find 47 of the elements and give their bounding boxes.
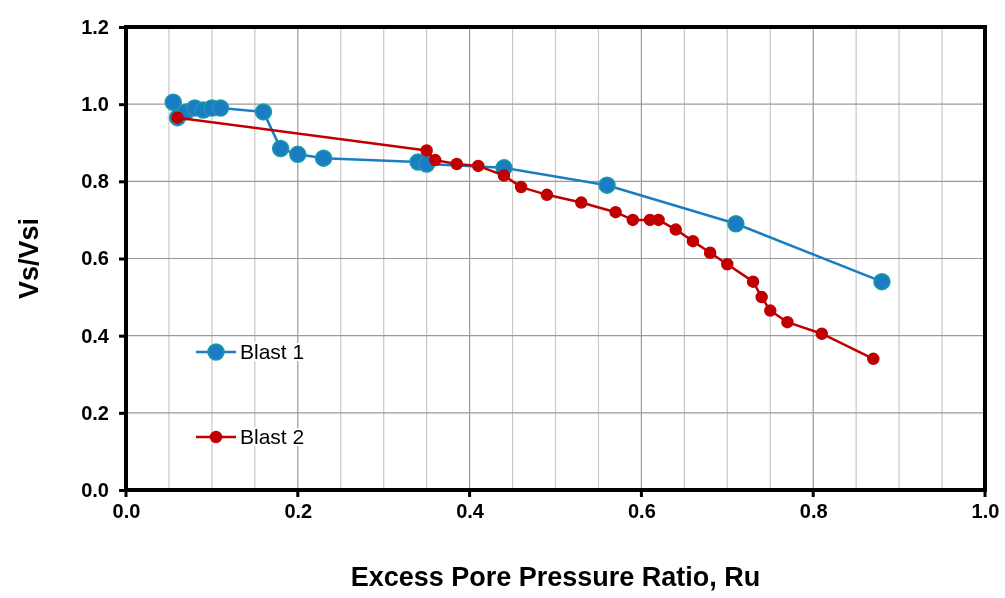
point (686, 234, 700, 248)
legend-label: Blast 1 (240, 340, 305, 363)
point (211, 99, 230, 117)
point (575, 196, 588, 209)
y-tick-label: 0.0 (81, 478, 109, 501)
point (721, 258, 734, 271)
point (609, 205, 622, 219)
point (755, 290, 768, 304)
point (867, 352, 880, 366)
y-tick-label: 1.2 (81, 15, 109, 38)
point (514, 180, 528, 194)
point (497, 169, 511, 182)
point (289, 145, 307, 164)
point (164, 93, 182, 111)
x-tick-label: 0.0 (112, 500, 141, 523)
y-tick-label: 0.6 (81, 247, 109, 270)
point (764, 304, 777, 317)
point (314, 149, 333, 167)
y-tick-label: 0.8 (81, 170, 109, 193)
y-tick-label: 1.0 (81, 93, 109, 116)
y-tick-label: 0.2 (81, 401, 109, 424)
point (471, 159, 485, 173)
point (420, 144, 433, 157)
point (626, 213, 640, 227)
y-axis-title: Vs/Vsi (14, 217, 44, 300)
x-axis-title: Excess Pore Pressure Ratio, Ru (350, 562, 761, 592)
point (428, 153, 442, 167)
point (781, 315, 794, 329)
point (254, 103, 273, 121)
point (271, 139, 290, 158)
point (873, 272, 891, 291)
point (746, 275, 760, 288)
point (598, 176, 616, 194)
x-tick-label: 0.6 (627, 500, 656, 523)
point (703, 246, 717, 259)
point (815, 327, 829, 340)
legend-label: Blast 2 (240, 425, 305, 448)
point (669, 223, 683, 236)
point (540, 188, 554, 202)
point (652, 213, 665, 227)
x-tick-label: 0.8 (799, 500, 828, 523)
x-tick-label: 0.2 (284, 500, 313, 523)
point (727, 215, 745, 233)
y-tick-label: 0.4 (81, 324, 110, 347)
point (450, 157, 463, 171)
x-tick-label: 0.4 (456, 500, 485, 523)
x-tick-label: 1.0 (971, 500, 1000, 523)
